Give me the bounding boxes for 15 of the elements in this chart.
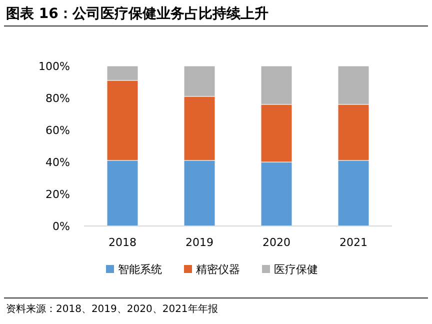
y-tick-label: 80% bbox=[46, 92, 70, 105]
y-tick-label: 40% bbox=[46, 156, 70, 169]
chart-title: 图表 16：公司医疗保健业务占比持续上升 bbox=[6, 5, 268, 22]
y-tick-label: 60% bbox=[46, 124, 70, 137]
y-tick-label: 100% bbox=[38, 60, 70, 73]
legend-label: 精密仪器 bbox=[196, 263, 240, 276]
x-tick-label: 2019 bbox=[186, 236, 214, 249]
x-tick-label: 2018 bbox=[108, 236, 136, 249]
y-tick-label: 20% bbox=[46, 188, 70, 201]
y-tick-label: 0% bbox=[52, 220, 70, 233]
x-tick-label: 2020 bbox=[262, 236, 290, 249]
legend-label: 医疗保健 bbox=[274, 263, 318, 276]
x-tick-label: 2021 bbox=[340, 236, 368, 249]
text: 资料来源：2018、2019、2020、2021年年报 bbox=[6, 303, 218, 315]
legend-label: 智能系统 bbox=[118, 263, 162, 276]
